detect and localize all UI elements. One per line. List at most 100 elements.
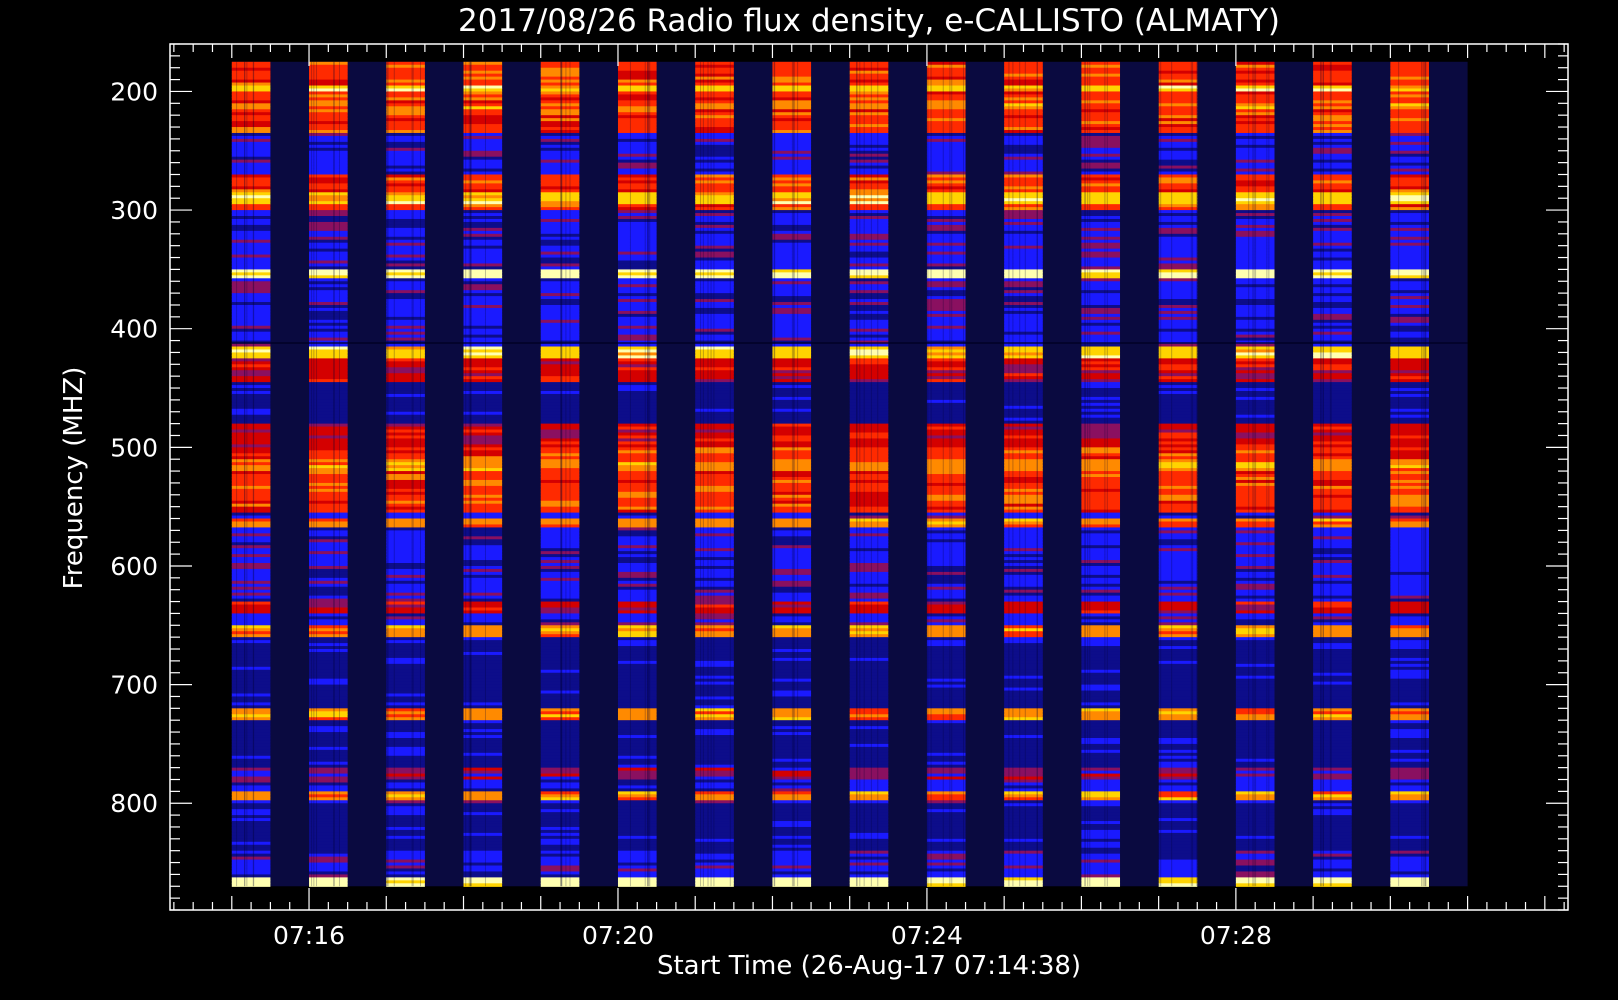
spectrum-cell (926, 325, 966, 330)
spectrum-cell (309, 343, 348, 348)
spectrum-cell (463, 696, 503, 701)
spectrum-cell (1313, 818, 1352, 822)
spectrum-cell (926, 266, 966, 270)
spectrum-cell (1081, 755, 1121, 760)
spectrum-cell (695, 735, 734, 739)
spectrum-cell (1004, 103, 1043, 107)
spectrum-cell (1158, 204, 1198, 208)
spectrum-cell (695, 269, 734, 273)
spectrum-cell (386, 838, 425, 843)
spectrum-cell (386, 782, 425, 787)
spectrum-cell (1313, 809, 1352, 813)
spectrum-cell (1313, 616, 1352, 620)
spectrum-cell (231, 835, 271, 840)
spectrum-cell (1390, 862, 1429, 867)
spectrum-cell (1004, 204, 1043, 208)
spectrum-cell (695, 651, 734, 656)
spectrum-cell (1081, 367, 1121, 371)
spectrum-cell (1313, 207, 1352, 211)
spectrum-cell (231, 482, 271, 487)
spectrum-cell (463, 619, 503, 623)
spectrum-cell (1158, 135, 1198, 140)
spectrum-cell (386, 687, 425, 692)
spectrum-cell (772, 438, 812, 443)
spectrum-cell (617, 132, 657, 137)
spectrum-cell (617, 441, 657, 445)
spectrum-cell (695, 444, 734, 448)
spectrum-cell (231, 213, 271, 217)
spectrum-cell (772, 447, 812, 451)
spectrum-cell (309, 121, 348, 125)
spectrum-cell (617, 785, 657, 790)
spectrum-cell (695, 118, 734, 122)
spectrum-cell (463, 325, 503, 330)
spectrum-cell (1004, 829, 1043, 834)
spectrum-cell (617, 779, 657, 784)
spectrum-cell (231, 192, 271, 196)
spectrum-cell (540, 815, 580, 819)
spectrum-cell (540, 684, 580, 689)
spectrum-cell (772, 153, 812, 158)
spectrum-cell (1081, 251, 1121, 256)
spectrum-cell (1313, 628, 1352, 632)
spectrum-cell (386, 557, 425, 561)
spectrum-cell (772, 67, 812, 72)
spectrum-cell (1081, 479, 1121, 484)
spectrum-cell (1235, 524, 1275, 529)
spectrum-cell (540, 281, 580, 285)
spectrum-cell (849, 634, 889, 638)
spectrum-cell (540, 835, 580, 840)
spectrum-cell (849, 524, 889, 529)
spectrum-cell (309, 865, 348, 870)
spectrum-cell (617, 124, 657, 128)
spectrum-cell (463, 601, 503, 606)
spectrum-cell (1158, 456, 1198, 460)
spectrum-cell (1313, 373, 1352, 377)
spectrum-cell (617, 512, 657, 517)
spectrum-cell (309, 491, 348, 496)
spectrum-cell (1390, 192, 1429, 196)
spectrum-cell (1390, 432, 1429, 437)
spectrum-cell (1081, 749, 1121, 754)
spectrum-cell (1081, 770, 1121, 775)
spectrum-cell (1004, 743, 1043, 748)
spectrum-cell (1158, 180, 1198, 184)
spectrum-cell (1390, 124, 1429, 128)
spectrum-cell (1313, 512, 1352, 517)
spectrum-cell (1004, 346, 1043, 351)
spectrum-cell (1390, 393, 1429, 398)
spectrum-cell (617, 669, 657, 674)
spectrum-cell (1081, 818, 1121, 822)
spectrum-cell (772, 269, 812, 273)
spectrum-cell (386, 797, 425, 801)
spectrum-cell (1081, 791, 1121, 795)
spectrum-cell (772, 711, 812, 715)
spectrum-cell (1313, 144, 1352, 149)
spectrum-cell (231, 275, 271, 279)
spectrum-cell (540, 681, 580, 686)
spectrum-cell (849, 797, 889, 801)
spectrum-cell (849, 471, 889, 475)
spectrum-cell (1313, 284, 1352, 288)
spectrum-cell (463, 607, 503, 612)
spectrum-cell (1313, 548, 1352, 552)
spectrum-cell (463, 103, 503, 107)
spectrum-cell (772, 242, 812, 247)
spectrum-cell (617, 770, 657, 775)
spectrum-cell (849, 865, 889, 870)
spectrum-cell (540, 595, 580, 600)
spectrum-cell (463, 183, 503, 187)
spectrum-cell (926, 304, 966, 309)
spectrum-cell (926, 79, 966, 84)
spectrum-cell (231, 752, 271, 757)
spectrum-cell (463, 70, 503, 75)
spectrum-cell (1081, 171, 1121, 176)
spectrum-cell (1004, 385, 1043, 389)
spectrum-cell (386, 242, 425, 247)
spectrum-cell (772, 880, 812, 884)
spectrum-cell (695, 678, 734, 683)
spectrum-cell (309, 512, 348, 517)
spectrum-cell (1313, 100, 1352, 104)
spectrum-cell (617, 435, 657, 440)
spectrum-cell (849, 699, 889, 703)
